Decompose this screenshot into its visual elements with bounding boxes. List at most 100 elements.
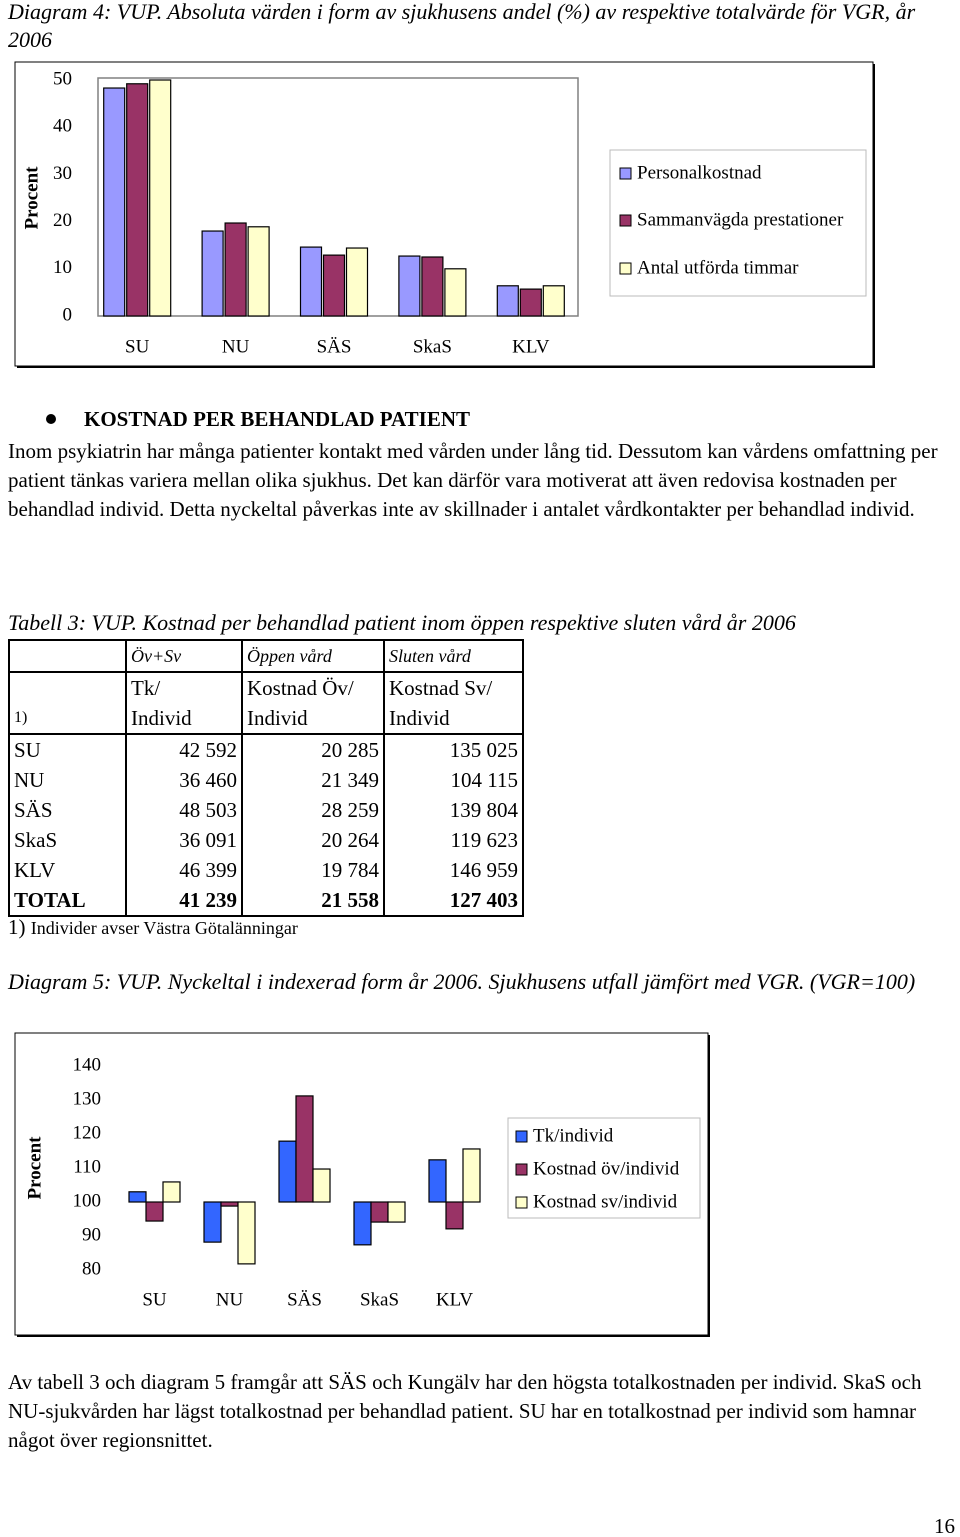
- table-row: SkaS 36 091 20 264 119 623: [8, 825, 524, 855]
- x-tick-label: SU: [142, 1289, 167, 1310]
- table-cell: SkaS: [8, 825, 127, 855]
- y-tick-label: 20: [53, 210, 72, 231]
- bar: [312, 1168, 331, 1203]
- table-cell: TOTAL: [8, 885, 127, 917]
- legend-label: Antal utförda timmar: [637, 257, 799, 278]
- table-row: NU 36 460 21 349 104 115: [8, 765, 524, 795]
- footnote: 1) Individer avser Västra Götalänningar: [8, 915, 298, 940]
- chart-title: Diagram 4: VUP. Absoluta värden i form a…: [8, 0, 916, 52]
- bar: [145, 1201, 164, 1222]
- bar: [103, 87, 126, 317]
- y-axis-label: Procent: [24, 1136, 45, 1200]
- bar: [428, 1159, 447, 1203]
- bar: [295, 1095, 314, 1203]
- x-tick-label: NU: [222, 336, 250, 357]
- y-tick-label: 140: [73, 1054, 102, 1075]
- chart-title: Diagram 5: VUP. Nyckeltal i indexerad fo…: [8, 969, 916, 994]
- legend-swatch: [619, 262, 632, 275]
- bar: [353, 1201, 372, 1246]
- footnote-text: Individer avser Västra Götalänningar: [30, 918, 298, 938]
- table-cell: Öppen vård: [241, 639, 385, 673]
- table-cell: KLV: [8, 855, 127, 885]
- chart-shadow: [17, 1335, 710, 1337]
- footnote-mark: 1): [8, 915, 26, 939]
- table-caption: Tabell 3: VUP. Kostnad per behandlad pat…: [8, 610, 796, 635]
- bar: [462, 1148, 481, 1203]
- table-row: SU 42 592 20 285 135 025: [8, 734, 524, 765]
- bar: [421, 256, 444, 317]
- bullet: [46, 414, 56, 424]
- legend-label: Tk/individ: [533, 1125, 614, 1146]
- table-row: Tk/Kostnad Öv/Kostnad Sv/: [8, 672, 524, 703]
- bar: [299, 246, 323, 317]
- y-tick-label: 80: [82, 1258, 101, 1279]
- table-cell: 21 558: [241, 885, 385, 917]
- table-cell: Individ: [383, 703, 524, 735]
- chart: Procent 0 10 20 30 40 50 SU NU SÄS SkaS KLV Personal…: [14, 61, 875, 368]
- table-cell: [8, 639, 127, 673]
- legend-swatch: [619, 167, 632, 180]
- table-cell: 119 623: [383, 825, 524, 855]
- bar: [345, 247, 369, 317]
- legend-box: [609, 149, 867, 297]
- table-cell: 28 259: [241, 795, 385, 825]
- table-cell: 127 403: [383, 885, 524, 917]
- table-row: Öv+Sv Öppen vård Sluten vård: [8, 639, 524, 673]
- table-row: TOTAL 41 239 21 558 127 403: [8, 885, 524, 917]
- x-tick-label: KLV: [512, 336, 550, 357]
- table-cell: 104 115: [383, 765, 524, 795]
- bar: [149, 79, 172, 317]
- table-cell: 42 592: [125, 734, 243, 765]
- y-axis-label: Procent: [21, 166, 42, 230]
- x-tick-label: NU: [216, 1289, 244, 1310]
- y-tick-label: 30: [53, 163, 72, 184]
- bar: [126, 83, 149, 317]
- bar: [247, 226, 270, 317]
- legend-label: Personalkostnad: [637, 162, 762, 183]
- x-tick-label: SkaS: [413, 336, 452, 357]
- legend-swatch: [619, 214, 632, 227]
- y-tick-label: 100: [73, 1190, 102, 1211]
- chart-shadow: [873, 64, 875, 368]
- legend-label: Kostnad sv/individ: [533, 1191, 678, 1212]
- paragraph: Inom psykiatrin har många patienter kont…: [8, 439, 938, 521]
- table-cell: 41 239: [125, 885, 243, 917]
- paragraph: Av tabell 3 och diagram 5 framgår att SÄ…: [8, 1370, 922, 1452]
- bar: [542, 285, 565, 317]
- table-cell: NU: [8, 765, 127, 795]
- legend-box: [507, 1117, 701, 1219]
- bar: [237, 1201, 256, 1265]
- table-cell: Kostnad Sv/: [383, 672, 524, 703]
- table-cell: SU: [8, 734, 127, 765]
- y-tick-label: 0: [63, 304, 73, 325]
- table-cell: 139 804: [383, 795, 524, 825]
- table-cell: [8, 672, 127, 703]
- bar: [162, 1181, 181, 1203]
- table-cell: 36 091: [125, 825, 243, 855]
- chart-shadow: [708, 1035, 710, 1337]
- bar: [519, 288, 542, 317]
- bar: [444, 268, 467, 317]
- table-cell: Öv+Sv: [125, 639, 243, 673]
- legend-swatch: [515, 1130, 528, 1143]
- table-cell: 46 399: [125, 855, 243, 885]
- x-tick-label: SÄS: [317, 336, 352, 357]
- bar: [128, 1191, 147, 1203]
- chart-shadow: [17, 366, 875, 368]
- table-row: SÄS 48 503 28 259 139 804: [8, 795, 524, 825]
- heading: KOSTNAD PER BEHANDLAD PATIENT: [84, 407, 471, 431]
- legend-label: Kostnad öv/individ: [533, 1158, 680, 1179]
- bar: [220, 1201, 239, 1207]
- bar: [201, 230, 224, 317]
- table-cell: Kostnad Öv/: [241, 672, 385, 703]
- table-row: 1) Individ Individ Individ: [8, 703, 524, 735]
- table-cell: 20 285: [241, 734, 385, 765]
- table-row: KLV 46 399 19 784 146 959: [8, 855, 524, 885]
- legend-swatch: [515, 1196, 528, 1209]
- table-cell: SÄS: [8, 795, 127, 825]
- x-tick-label: KLV: [436, 1289, 474, 1310]
- table-cell: 1): [8, 703, 127, 735]
- table: Öv+Sv Öppen vård Sluten vård Tk/Kostnad Öv/…: [8, 639, 524, 917]
- table-cell: Tk/: [125, 672, 243, 703]
